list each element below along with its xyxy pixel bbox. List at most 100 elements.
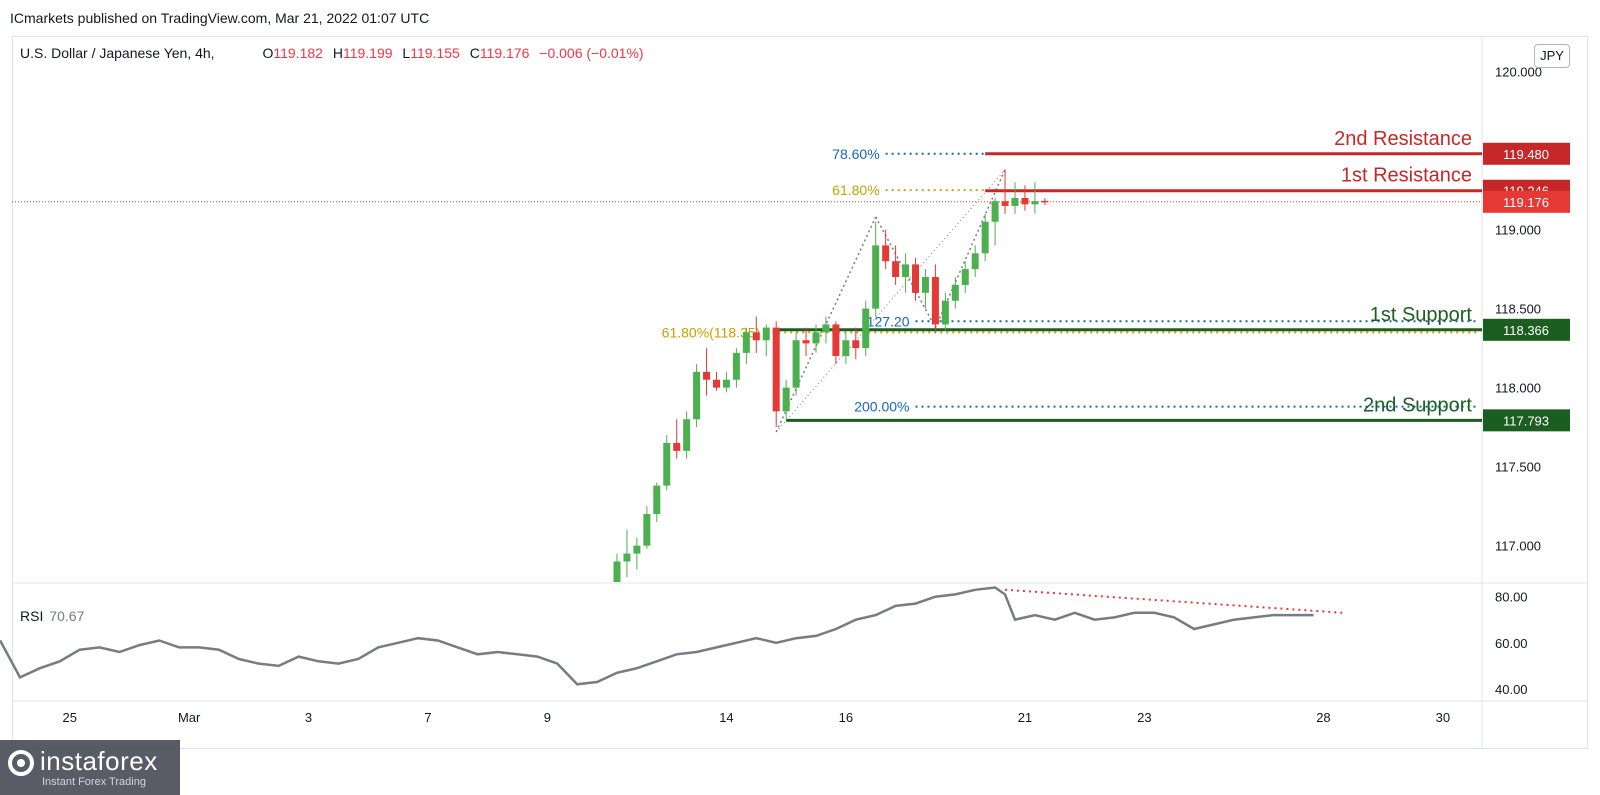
candle-body: [792, 340, 800, 388]
candle-body: [921, 277, 929, 293]
price-tick-label: 120.000: [1495, 65, 1542, 80]
candle-body: [742, 332, 750, 353]
candle-body: [633, 545, 641, 554]
watermark-logo: instaforex Instant Forex Trading: [0, 740, 180, 795]
candle-body: [981, 221, 989, 254]
candle-body: [812, 332, 820, 344]
candle-body: [673, 442, 681, 451]
time-tick-label: 16: [839, 710, 853, 725]
ohlc-high: 119.199: [342, 45, 393, 61]
candle-body: [623, 553, 631, 562]
candle-body: [683, 419, 691, 451]
rsi-line: [0, 586, 1314, 686]
fib-label: 61.80%: [832, 182, 879, 198]
candle-body: [722, 379, 730, 388]
candle-body: [703, 371, 711, 380]
currency-button[interactable]: JPY: [1534, 44, 1570, 68]
rsi-divergence-trendline: [1004, 588, 1344, 614]
candle-body: [1001, 201, 1009, 206]
candle-body: [653, 485, 661, 515]
level-price-text: 117.793: [1503, 413, 1549, 428]
current-price-tag: [1483, 190, 1570, 213]
candle-body: [1041, 200, 1049, 203]
candle-body: [782, 387, 790, 412]
candle-body: [693, 371, 701, 420]
candle-body: [613, 561, 621, 582]
candle-body: [1011, 198, 1019, 206]
ohlc-low: 119.155: [410, 45, 460, 61]
rsi-legend: RSI 70.67: [20, 608, 84, 624]
time-tick-label: 14: [719, 710, 733, 725]
level-price-tag: [1483, 142, 1570, 165]
candle-body: [732, 352, 740, 380]
level-label: 2nd Resistance: [1334, 128, 1472, 150]
fib-swing-line: [775, 169, 1006, 433]
ohlc-close: 119.176: [479, 45, 530, 61]
candle-body: [882, 245, 890, 262]
candle-body: [902, 264, 910, 278]
candle-body: [991, 201, 999, 222]
candle-body: [951, 284, 959, 301]
watermark-brand: instaforex: [40, 746, 158, 776]
ohlc-open: 119.182: [273, 45, 323, 61]
current-price-text: 119.176: [1503, 195, 1549, 210]
candle-body: [752, 332, 760, 341]
fib-label: 127.20: [867, 313, 910, 329]
candle-body: [971, 253, 979, 270]
time-tick-label: 25: [63, 710, 77, 725]
fib-label: 61.80%(118.35): [662, 324, 761, 340]
rsi-tick-label: 80.00: [1495, 590, 1528, 605]
symbol-title: U.S. Dollar / Japanese Yen, 4h,: [20, 45, 215, 61]
candle-body: [643, 514, 651, 546]
rsi-label: RSI: [20, 608, 44, 624]
candle-body: [822, 324, 830, 333]
price-tick-label: 118.500: [1495, 302, 1541, 317]
candle-body: [872, 245, 880, 309]
level-label: 1st Support: [1370, 304, 1473, 326]
candle-body: [1021, 198, 1029, 205]
level-price-text: 118.366: [1503, 323, 1549, 338]
candle-body: [862, 308, 870, 349]
level-price-tag: [1483, 409, 1570, 432]
candle-body: [961, 269, 969, 285]
rsi-tick-label: 60.00: [1495, 636, 1528, 651]
level-label: 2nd Support: [1363, 394, 1472, 416]
price-tick-label: 118.000: [1495, 381, 1541, 396]
publisher-line: ICmarkets published on TradingView.com, …: [0, 0, 1600, 36]
candle-body: [772, 327, 780, 412]
candle-body: [802, 340, 810, 344]
price-tick-label: 119.000: [1495, 223, 1541, 238]
ohlc-change: −0.006 (−0.01%): [539, 45, 644, 61]
time-tick-label: Mar: [178, 710, 201, 725]
time-tick-label: 7: [424, 710, 431, 725]
rsi-tick-label: 40.00: [1495, 682, 1528, 697]
time-tick-label: 23: [1137, 710, 1151, 725]
ohlc-low-label: L: [402, 45, 411, 61]
level-price-text: 119.480: [1503, 147, 1549, 162]
fib-label: 78.60%: [832, 146, 879, 162]
price-tick-label: 117.000: [1495, 539, 1541, 554]
candle-body: [663, 442, 671, 486]
candle-body: [842, 340, 850, 357]
candle-body: [832, 324, 840, 357]
candle-body: [713, 379, 720, 388]
chart-frame: [12, 36, 1588, 749]
rsi-value: 70.67: [49, 608, 85, 624]
fib-label: 200.00%: [854, 399, 909, 415]
candle-body: [912, 264, 919, 293]
ohlc-open-label: O: [262, 45, 274, 61]
fib-swing-line: [934, 169, 1006, 328]
candle-body: [762, 327, 770, 341]
chart-legend: U.S. Dollar / Japanese Yen, 4h, O119.182…: [20, 45, 650, 61]
time-tick-label: 21: [1018, 710, 1032, 725]
gear-icon: [8, 750, 34, 776]
candle-body: [931, 277, 939, 325]
time-tick-label: 28: [1316, 710, 1330, 725]
ohlc-close-label: C: [469, 45, 480, 61]
candle-body: [941, 300, 949, 325]
candle-body: [892, 261, 900, 278]
candle-body: [1031, 201, 1039, 205]
time-tick-label: 3: [305, 710, 312, 725]
level-price-tag: [1483, 318, 1570, 341]
